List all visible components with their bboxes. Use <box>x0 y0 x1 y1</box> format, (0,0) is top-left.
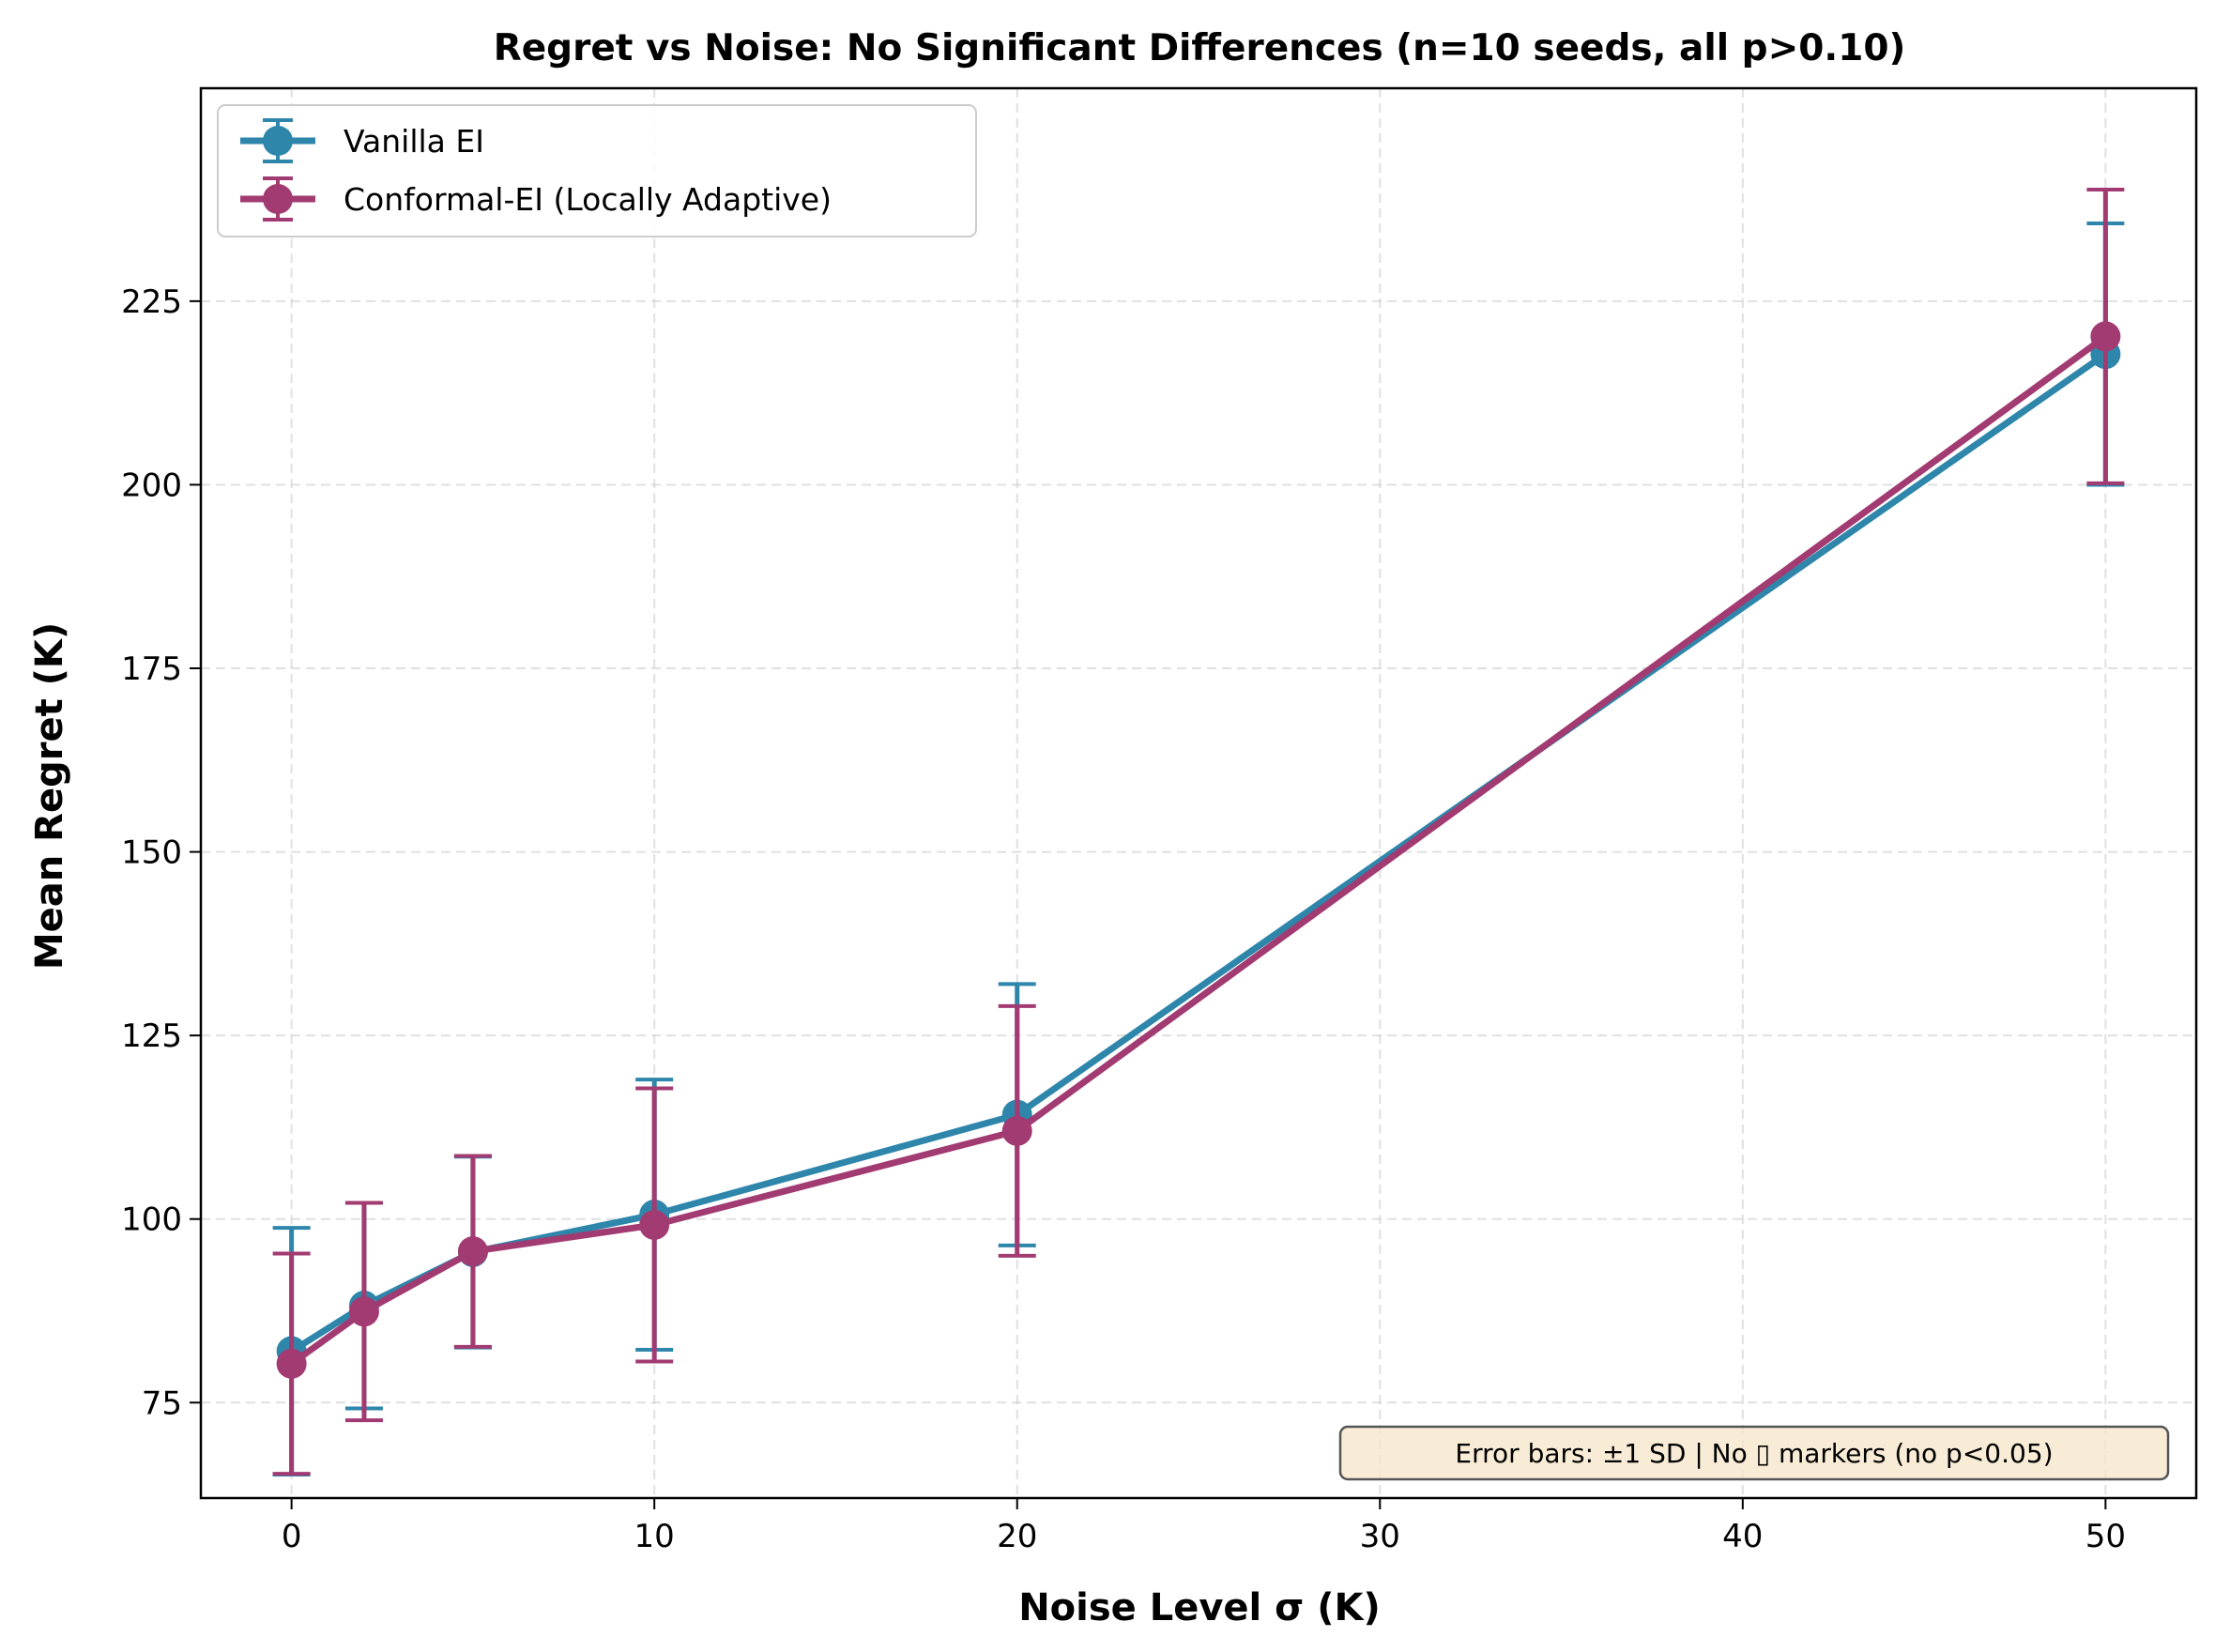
series-layer <box>272 187 2125 1476</box>
plot-frame <box>199 86 2198 1500</box>
legend-label: Conformal-EI (Locally Adaptive) <box>344 181 832 218</box>
x-tick-label: 50 <box>2085 1518 2126 1555</box>
data-point <box>348 1296 379 1327</box>
x-tick-label: 40 <box>1722 1518 1763 1555</box>
y-axis-title: Mean Regret (K) <box>28 622 71 970</box>
legend-label: Vanilla EI <box>344 123 484 160</box>
data-point <box>1001 1115 1032 1146</box>
x-tick-label: 20 <box>997 1518 1037 1555</box>
legend-frame <box>217 104 977 237</box>
y-tick-label: 200 <box>121 467 182 504</box>
y-tick-label: 150 <box>121 834 182 872</box>
y-tick-label: 75 <box>142 1384 182 1422</box>
legend: Vanilla EI Conformal-EI (Locally Adaptive… <box>217 104 977 237</box>
ticks: 0 10 20 30 40 50 75 100 125 150 175 200 225 <box>121 283 2126 1555</box>
annotation-box: Error bars: ±1 SD | No ▯ markers (no p<0… <box>1338 1425 2170 1481</box>
data-point <box>457 1236 488 1267</box>
y-tick-label: 175 <box>121 650 182 688</box>
annotation-frame <box>1338 1425 2170 1481</box>
legend-swatch-marker <box>263 126 293 156</box>
y-tick-label: 225 <box>121 283 182 321</box>
legend-entry: Conformal-EI (Locally Adaptive) <box>240 176 832 222</box>
y-tick-label: 125 <box>121 1017 182 1055</box>
x-tick-label: 10 <box>634 1518 675 1555</box>
chart-title: Regret vs Noise: No Significant Differen… <box>494 27 1906 69</box>
annotation-text: Error bars: ±1 SD | No ▯ markers (no p<0… <box>1455 1438 2053 1469</box>
legend-entries: Vanilla EI Conformal-EI (Locally Adaptive… <box>240 118 832 222</box>
data-point <box>276 1348 307 1379</box>
x-tick-label: 0 <box>282 1518 302 1555</box>
legend-swatch-marker <box>263 184 293 214</box>
x-axis-title: Noise Level σ (K) <box>1018 1586 1381 1629</box>
data-point <box>639 1209 670 1240</box>
x-tick-label: 30 <box>1360 1518 1400 1555</box>
data-point <box>2090 321 2121 352</box>
legend-entry: Vanilla EI <box>240 118 484 163</box>
y-tick-label: 100 <box>121 1201 182 1239</box>
grid <box>201 88 2196 1498</box>
series-2 <box>272 187 2125 1476</box>
